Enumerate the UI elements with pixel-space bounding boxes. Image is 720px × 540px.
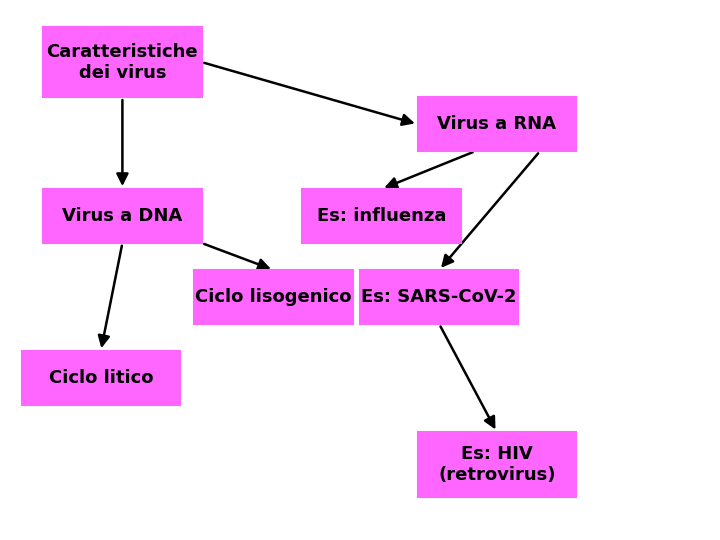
FancyBboxPatch shape bbox=[418, 97, 576, 151]
Text: Ciclo lisogenico: Ciclo lisogenico bbox=[195, 288, 352, 306]
FancyBboxPatch shape bbox=[194, 270, 353, 324]
FancyBboxPatch shape bbox=[360, 270, 518, 324]
Text: Es: SARS-CoV-2: Es: SARS-CoV-2 bbox=[361, 288, 517, 306]
Text: Virus a DNA: Virus a DNA bbox=[62, 207, 183, 225]
Text: Es: influenza: Es: influenza bbox=[317, 207, 446, 225]
FancyBboxPatch shape bbox=[43, 27, 202, 97]
FancyBboxPatch shape bbox=[418, 432, 576, 497]
FancyBboxPatch shape bbox=[302, 189, 461, 243]
Text: Es: HIV
(retrovirus): Es: HIV (retrovirus) bbox=[438, 445, 556, 484]
Text: Virus a RNA: Virus a RNA bbox=[437, 115, 557, 133]
FancyBboxPatch shape bbox=[43, 189, 202, 243]
Text: Ciclo litico: Ciclo litico bbox=[48, 369, 153, 387]
FancyBboxPatch shape bbox=[22, 351, 180, 405]
Text: Caratteristiche
dei virus: Caratteristiche dei virus bbox=[47, 43, 198, 82]
